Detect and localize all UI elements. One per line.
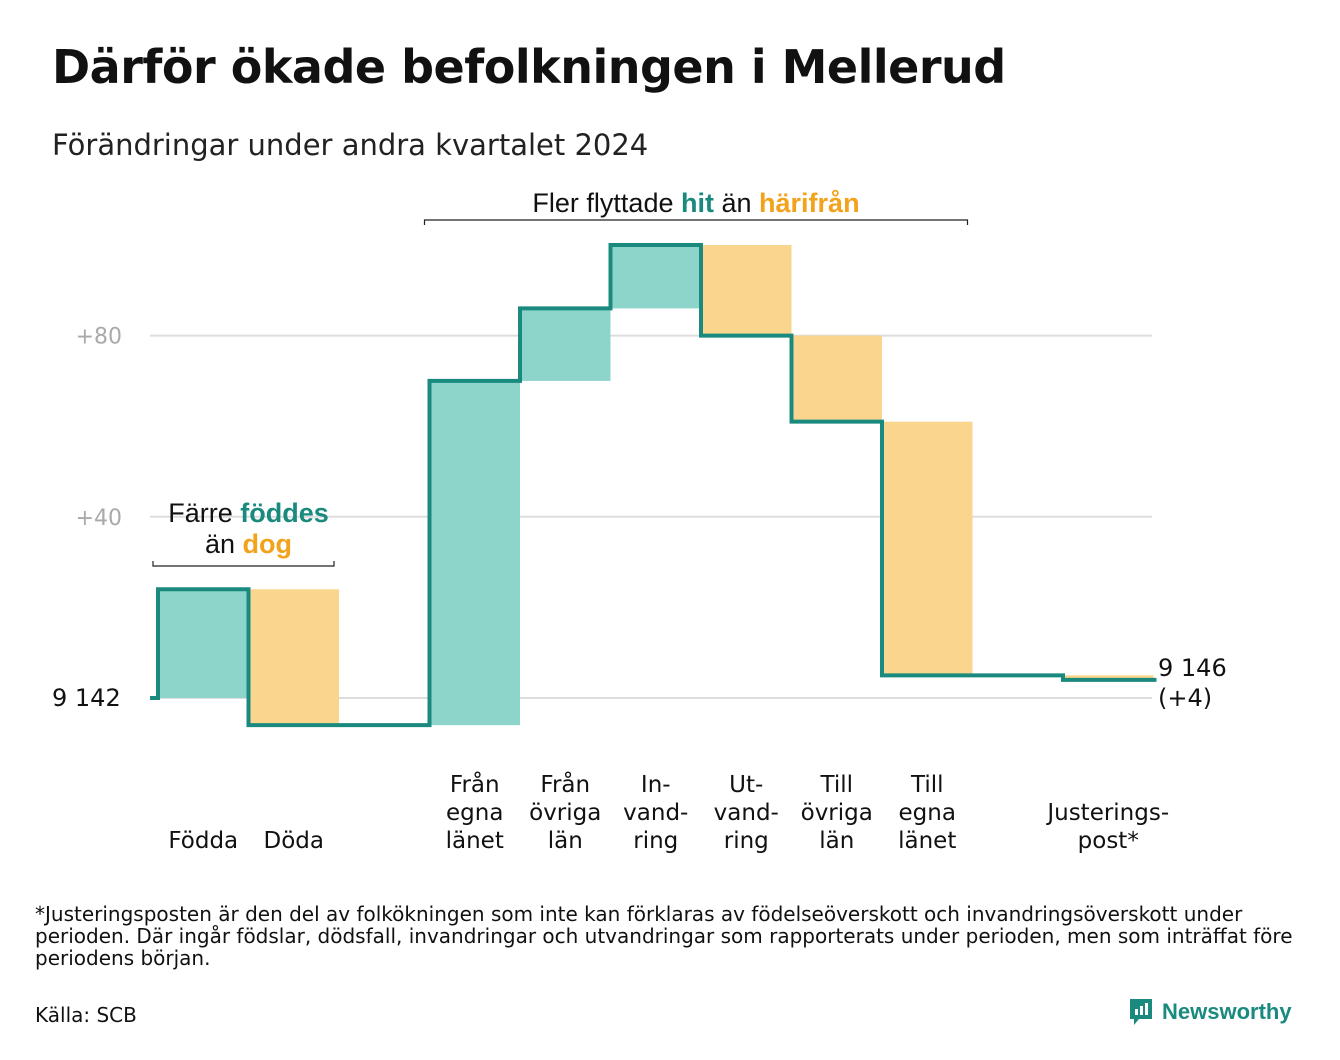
brand-logo: Newsworthy — [1128, 997, 1292, 1027]
y-tick-label: +80 — [76, 325, 122, 350]
bar-till_ovriga_lan — [791, 335, 882, 422]
births-annotation-highlight: dog — [243, 529, 292, 559]
moves-annotation-text: Fler flyttade — [532, 188, 681, 218]
category-label-justeringspost: post* — [1078, 828, 1139, 854]
chart-title: Därför ökade befolkningen i Mellerud — [52, 40, 1006, 94]
category-label-fran_egna_lanet: Från — [450, 770, 500, 798]
category-label-till_egna_lanet: Till — [910, 772, 944, 798]
births-annotation-text: Färre — [168, 498, 240, 528]
start-value-label: 9 142 — [52, 684, 121, 712]
bar-fran_ovriga_lan — [520, 308, 611, 381]
category-label-fran_ovriga_lan: län — [548, 828, 583, 854]
bar-doda — [248, 589, 339, 726]
category-label-justeringspost: Justerings- — [1045, 800, 1169, 826]
end-value-label: 9 146 — [1158, 654, 1227, 682]
bar-invandring — [610, 245, 701, 309]
category-label-fran_ovriga_lan: Från — [540, 770, 590, 798]
category-label-till_ovriga_lan: övriga — [801, 800, 873, 826]
births-annotation-line1: Färre föddes — [168, 498, 329, 528]
category-label-utvandring: vand- — [714, 800, 779, 826]
bar-fran_egna_lanet — [429, 380, 520, 726]
births-annotation-line2: än dog — [205, 529, 292, 559]
category-label-till_ovriga_lan: Till — [819, 772, 853, 798]
births-annotation-highlight: föddes — [240, 498, 329, 528]
bars — [158, 245, 1154, 726]
source-label: Källa: SCB — [35, 1003, 137, 1027]
moves-annotation-highlight: härifrån — [759, 188, 860, 218]
category-label-fran_ovriga_lan: övriga — [529, 800, 601, 826]
step-line — [150, 243, 1157, 728]
moves-annotation-highlight: hit — [681, 188, 714, 218]
y-tick-label: +40 — [76, 506, 122, 531]
end-change-label: (+4) — [1158, 684, 1212, 712]
births-bracket — [152, 561, 335, 567]
bar-till_egna_lanet — [882, 421, 973, 676]
category-label-utvandring: ring — [724, 828, 769, 854]
newsworthy-icon — [1130, 999, 1152, 1025]
category-label-utvandring: Ut- — [729, 772, 763, 798]
moves-annotation: Fler flyttade hit än härifrån — [532, 188, 859, 218]
category-label-doda: Döda — [264, 828, 324, 854]
category-label-fodda: Födda — [168, 828, 238, 854]
moves-bracket — [423, 219, 969, 225]
bar-justeringspost — [1063, 675, 1154, 680]
category-label-fran_egna_lanet: egna — [446, 800, 503, 826]
bar-fodda — [158, 589, 249, 698]
chart-subtitle: Förändringar under andra kvartalet 2024 — [52, 128, 649, 162]
step-line-layer — [150, 243, 1157, 728]
births-annotation-text: än — [205, 529, 243, 559]
category-label-till_egna_lanet: länet — [898, 828, 956, 854]
moves-annotation-text: än — [714, 188, 759, 218]
category-label-invandring: vand- — [623, 800, 688, 826]
category-label-fran_egna_lanet: länet — [446, 828, 504, 854]
footnote: *Justeringsposten är den del av folkökni… — [35, 902, 1293, 970]
bar-utvandring — [701, 245, 792, 336]
category-label-invandring: ring — [633, 828, 678, 854]
brand-name: Newsworthy — [1162, 999, 1292, 1024]
category-label-till_ovriga_lan: län — [819, 828, 854, 854]
category-label-invandring: In- — [641, 772, 671, 798]
category-label-till_egna_lanet: egna — [899, 800, 956, 826]
